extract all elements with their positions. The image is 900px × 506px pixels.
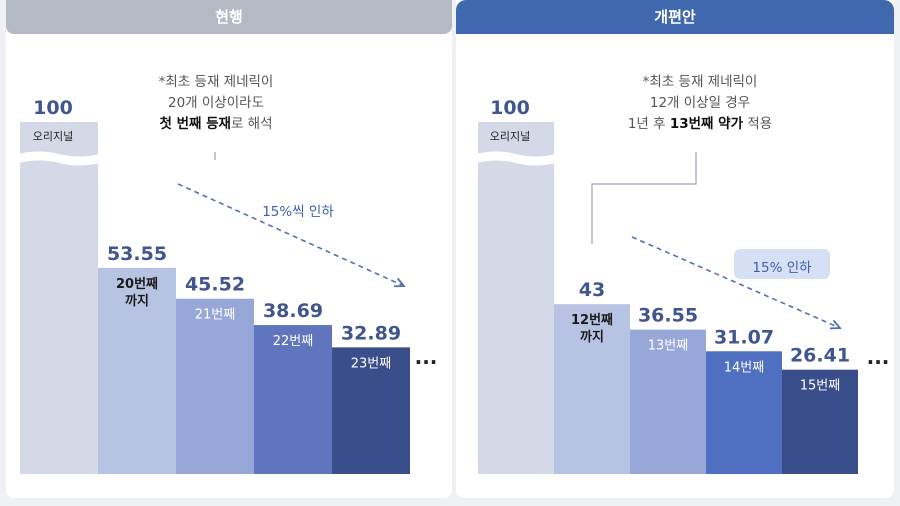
bar-label: 13번째 — [648, 339, 688, 354]
bar — [554, 304, 630, 474]
data-label: 31.07 — [714, 326, 774, 348]
bar-label: 15번째 — [800, 379, 840, 394]
data-label: 100 — [33, 97, 73, 119]
note-text: *최초 등재 제네릭이 — [643, 74, 758, 90]
panel-title: 개편안 — [456, 0, 894, 34]
bar-label: 까지 — [125, 294, 149, 309]
bar — [478, 122, 554, 474]
axis-break-marker — [18, 151, 100, 166]
bar-label: 오리지널 — [490, 130, 530, 143]
bar — [176, 298, 254, 474]
note-text: 12개 이상일 경우 — [650, 95, 750, 111]
bar-label: 23번째 — [351, 356, 391, 371]
bar — [630, 329, 706, 474]
trend-arrow-head — [393, 277, 406, 288]
trend-arrow-line — [177, 183, 405, 287]
bar — [332, 347, 410, 474]
data-label: 53.55 — [107, 243, 167, 265]
bar-label: 22번째 — [273, 334, 313, 349]
bar-label: 21번째 — [195, 308, 235, 323]
bar — [20, 122, 98, 474]
trend-arrow-line — [631, 236, 841, 329]
bar — [782, 369, 858, 474]
bar-label: 20번째 — [116, 277, 158, 292]
note-text-emphasis: 1년 후 13번째 약가 적용 — [628, 115, 772, 132]
note-text-emphasis: 첫 번째 등재로 해석 — [159, 116, 272, 132]
leader-line — [591, 152, 697, 244]
data-label: 26.41 — [790, 345, 850, 367]
trend-label-pill — [734, 249, 830, 279]
trend-arrow-head — [829, 319, 842, 330]
bar — [98, 267, 176, 474]
panel-title: 현행 — [6, 0, 452, 34]
data-label: 43 — [579, 279, 605, 301]
bar — [254, 325, 332, 474]
data-label: 45.52 — [185, 274, 245, 296]
data-label: 32.89 — [341, 322, 401, 344]
data-label: 36.55 — [638, 305, 698, 327]
ellipsis: ... — [415, 345, 438, 369]
bar — [706, 351, 782, 474]
bar-label: 12번째 — [571, 313, 613, 328]
note-text: 20개 이상이라도 — [168, 95, 264, 111]
data-label: 100 — [490, 97, 530, 119]
bar-label: 오리지널 — [33, 130, 73, 143]
note-text: *최초 등재 제네릭이 — [159, 74, 274, 90]
bar-label: 까지 — [580, 330, 604, 345]
ellipsis: ... — [867, 345, 890, 369]
bar-label: 14번째 — [724, 360, 764, 375]
data-label: 38.69 — [263, 300, 323, 322]
axis-break-marker — [476, 151, 556, 166]
trend-label: 15% 인하 — [752, 260, 812, 276]
trend-label: 15%씩 인하 — [262, 204, 334, 220]
